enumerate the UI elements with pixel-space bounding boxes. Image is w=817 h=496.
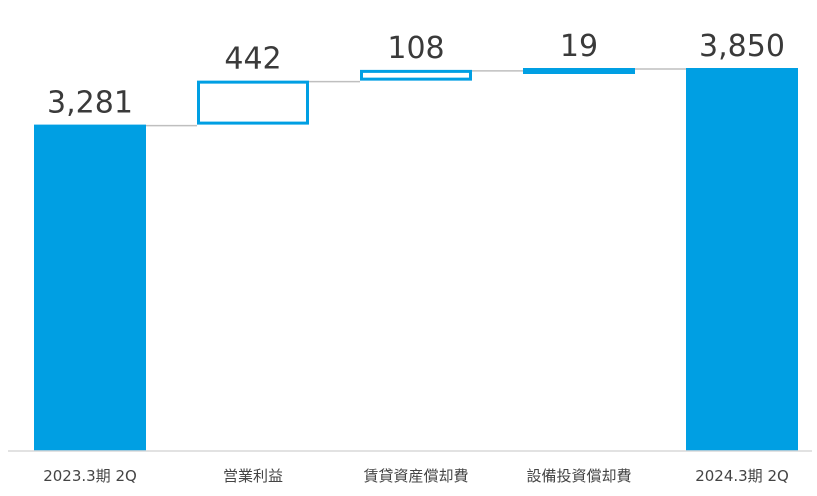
category-label-2: 営業利益 [223,467,283,485]
connector-lines [146,68,686,127]
category-label-1: 2023.3期 2Q [43,467,137,485]
bar-1 [34,124,146,451]
category-label-3: 賃貸資産償却費 [363,467,468,485]
value-label-5: 3,850 [699,29,785,64]
value-labels: 3,281 442 108 19 3,850 [47,29,785,121]
value-label-1: 3,281 [47,86,133,121]
bar-2 [197,80,309,125]
category-label-5: 2024.3期 2Q [695,467,789,485]
bars [34,68,798,451]
bar-5 [686,68,798,451]
bar-4 [523,68,635,74]
value-label-4: 19 [560,29,598,64]
value-label-2: 442 [224,42,281,77]
value-label-3: 108 [387,31,444,66]
bar-3 [360,69,472,81]
category-labels: 2023.3期 2Q 営業利益 賃貸資産償却費 設備投資償却費 2024.3期 2Q [43,467,789,485]
category-label-4: 設備投資償却費 [526,467,631,485]
